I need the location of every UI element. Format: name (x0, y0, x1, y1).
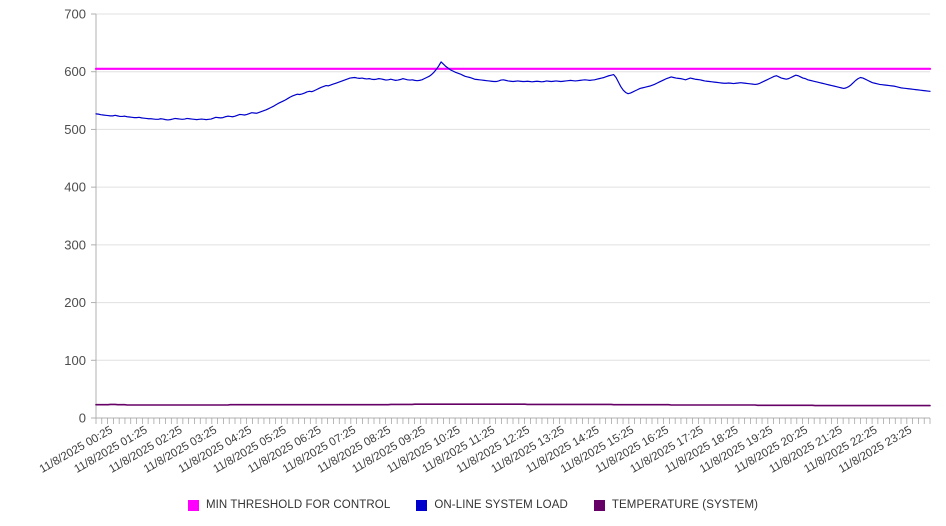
legend-label: ON-LINE SYSTEM LOAD (434, 499, 568, 511)
y-tick-label: 100 (64, 353, 86, 368)
legend-swatch-icon (593, 499, 605, 511)
legend-swatch-icon (416, 499, 428, 511)
legend-label: MIN THRESHOLD FOR CONTROL (205, 499, 391, 511)
chart-legend: MIN THRESHOLD FOR CONTROL ON-LINE SYSTEM … (0, 494, 946, 516)
legend-swatch-icon (187, 499, 199, 511)
y-tick-label: 0 (79, 411, 86, 426)
y-tick-label: 700 (64, 7, 86, 22)
series-line-temperature (95, 403, 931, 407)
legend-label: TEMPERATURE (SYSTEM) (611, 499, 759, 511)
y-tick-label: 600 (64, 64, 86, 79)
legend-item[interactable]: TEMPERATURE (SYSTEM) (593, 499, 759, 511)
legend-item[interactable]: ON-LINE SYSTEM LOAD (416, 499, 568, 511)
series-line-system-load (95, 61, 931, 121)
y-tick-label: 500 (64, 122, 86, 137)
legend-item[interactable]: MIN THRESHOLD FOR CONTROL (187, 499, 391, 511)
y-tick-label: 300 (64, 237, 86, 252)
y-tick-label: 400 (64, 180, 86, 195)
y-tick-label: 200 (64, 295, 86, 310)
